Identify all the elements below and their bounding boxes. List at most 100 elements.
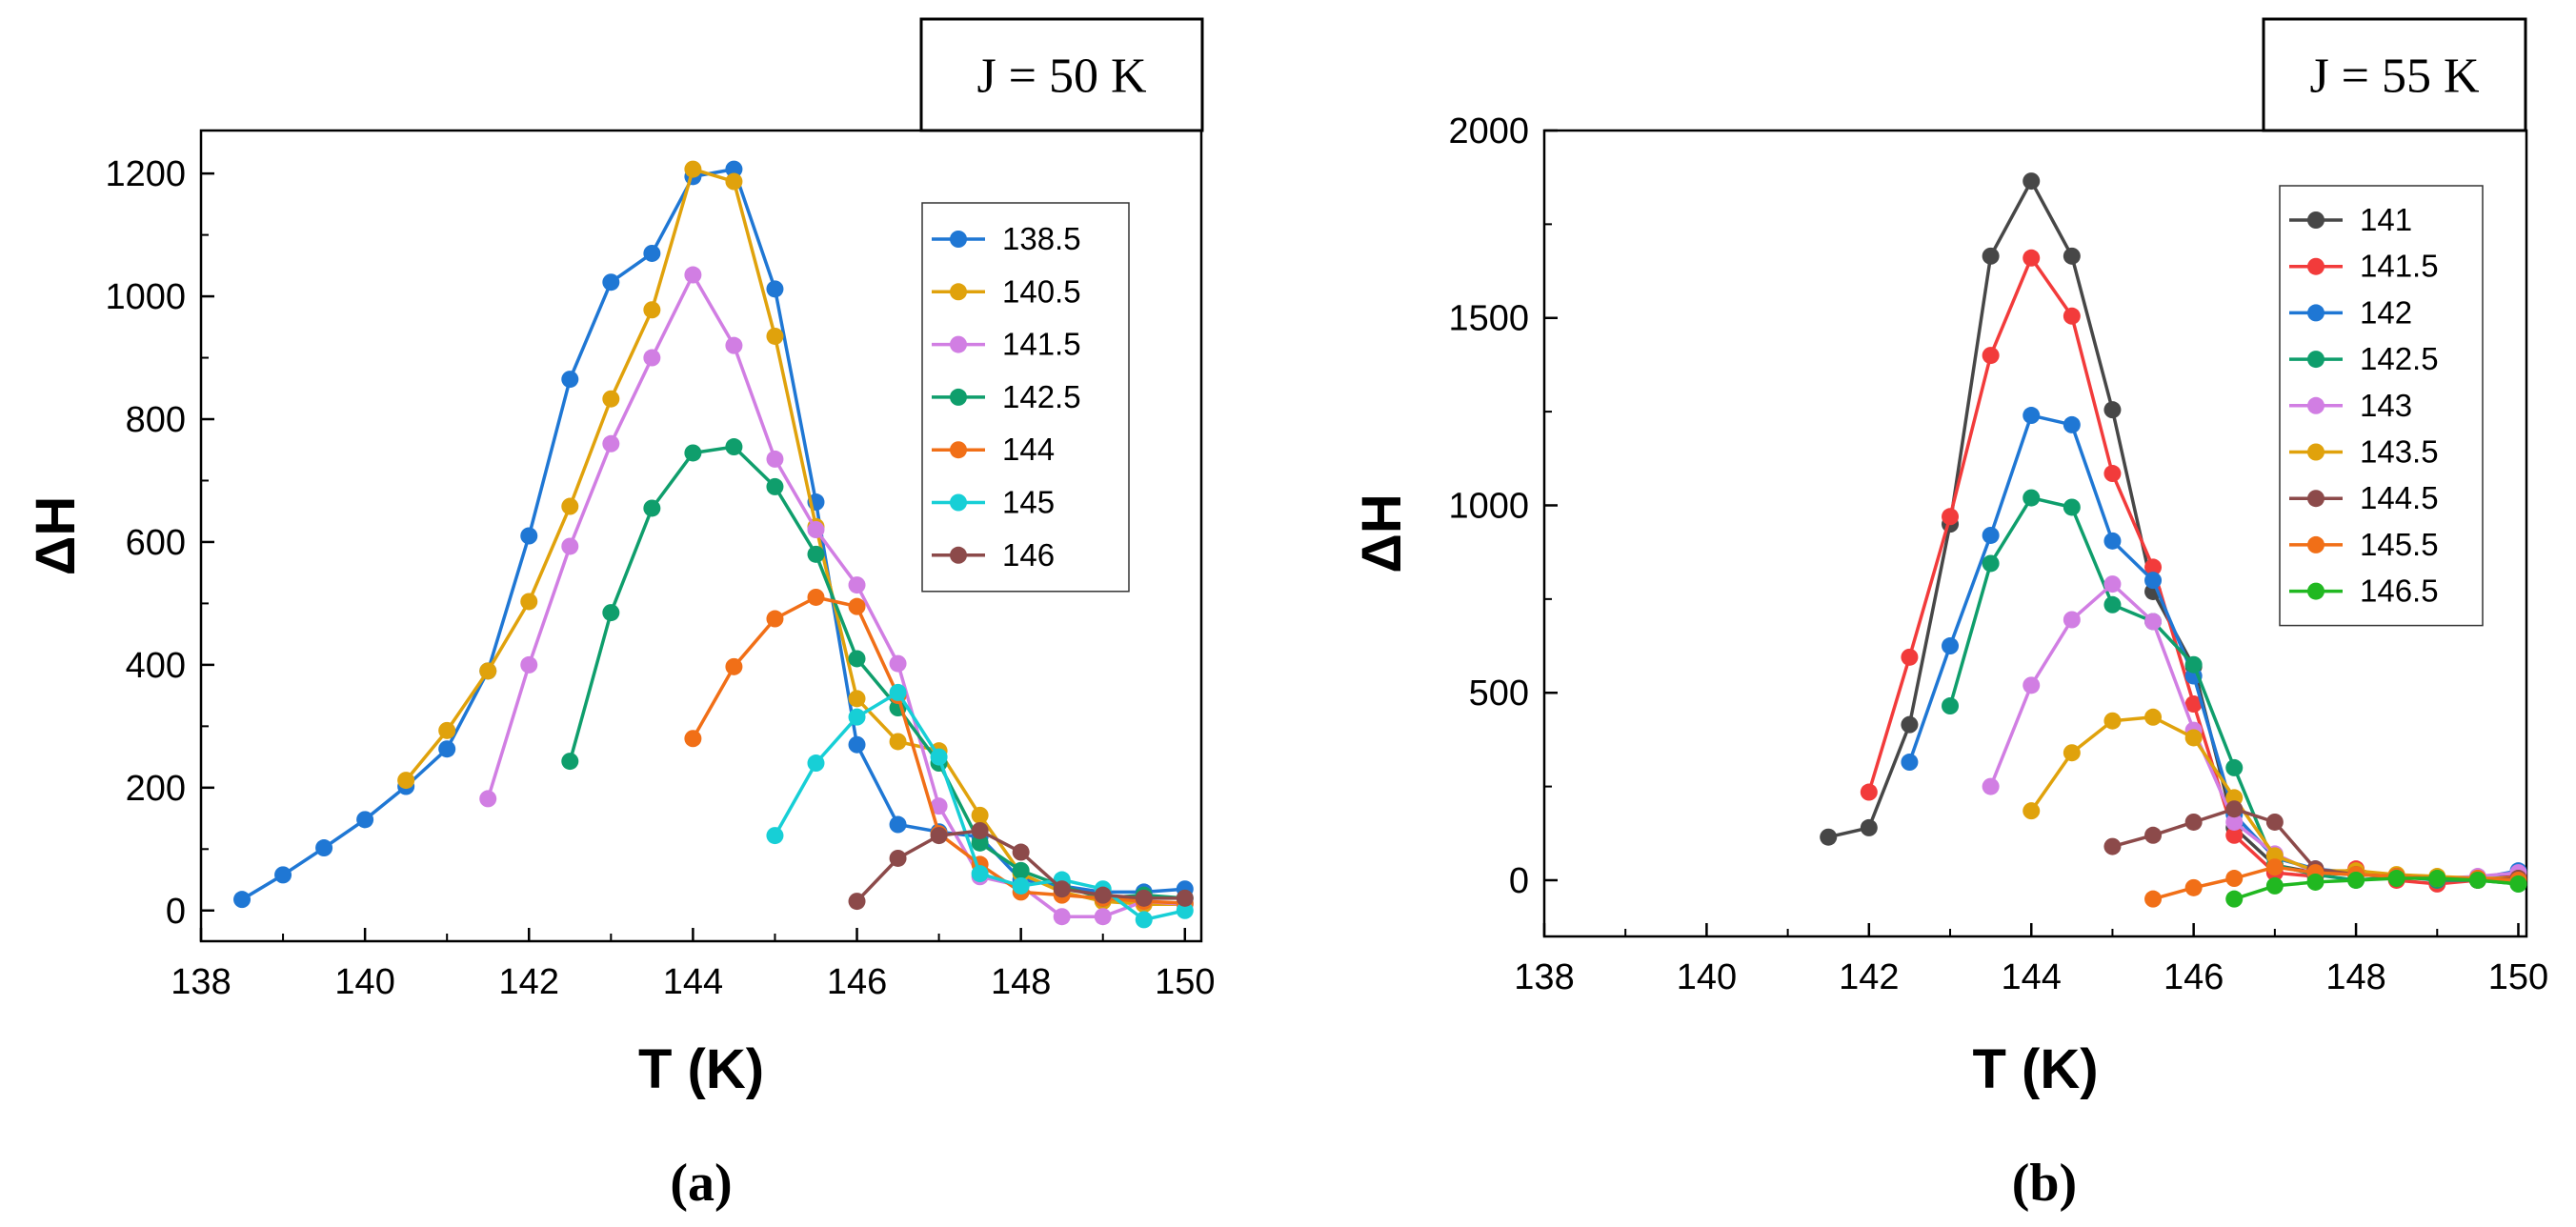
data-point <box>2103 575 2122 593</box>
x-tick-label: 150 <box>1155 962 1215 1002</box>
data-point <box>889 683 907 701</box>
data-point <box>1982 777 2000 795</box>
data-point <box>889 733 907 751</box>
data-point <box>848 576 866 594</box>
data-point <box>1982 247 2000 265</box>
data-point <box>2063 307 2081 325</box>
data-point <box>930 827 948 845</box>
legend-marker <box>2307 257 2324 275</box>
x-tick-label: 142 <box>499 962 559 1002</box>
legend-marker <box>2307 211 2324 229</box>
y-tick-label: 1000 <box>105 277 186 317</box>
x-tick-label: 138 <box>171 962 231 1002</box>
data-point <box>889 654 907 673</box>
legend-item: 141 <box>2289 202 2412 237</box>
data-point <box>2265 813 2284 831</box>
data-point <box>2144 558 2163 576</box>
legend-label: 145 <box>1002 485 1055 520</box>
data-point <box>848 597 866 615</box>
data-point <box>1942 697 1960 715</box>
data-point <box>684 444 702 462</box>
data-point <box>561 497 579 515</box>
data-point <box>2184 729 2203 747</box>
data-point <box>2103 712 2122 730</box>
data-point <box>479 790 497 808</box>
x-tick-label: 148 <box>991 962 1051 1002</box>
data-point <box>1012 843 1030 861</box>
legend-marker <box>950 493 967 512</box>
data-point <box>971 821 989 839</box>
data-point <box>1982 347 2000 365</box>
plot-frame <box>1542 129 2528 938</box>
data-point <box>520 655 538 674</box>
data-point <box>2184 878 2203 896</box>
data-point <box>643 499 661 517</box>
data-point <box>1901 648 1919 666</box>
data-point <box>1094 886 1112 904</box>
y-tick-label: 1500 <box>1448 299 1529 339</box>
title-box <box>2262 17 2527 132</box>
legend-item: 141.5 <box>2289 249 2439 284</box>
legend-item: 142.5 <box>2289 341 2439 376</box>
legend-marker <box>2307 535 2324 553</box>
data-point <box>602 390 620 408</box>
data-point <box>848 650 866 668</box>
legend-label: 144.5 <box>2360 480 2439 515</box>
y-axis-title: ΔH <box>25 496 87 576</box>
legend-marker <box>950 546 967 564</box>
data-point <box>602 273 620 292</box>
data-point <box>807 754 825 773</box>
chart-title: J = 50 K <box>976 50 1147 104</box>
legend-label: 144 <box>1002 432 1055 467</box>
legend-item: 144 <box>932 432 1055 467</box>
data-point <box>2387 870 2405 888</box>
data-point <box>930 797 948 815</box>
legend-label: 141 <box>2360 202 2412 237</box>
data-point <box>2103 532 2122 550</box>
y-tick-label: 200 <box>126 769 186 809</box>
legend-marker <box>2307 582 2324 600</box>
y-tick-label: 500 <box>1469 674 1529 714</box>
panel-label: (a) <box>670 1154 732 1213</box>
series-145.5 <box>2144 858 2527 908</box>
legend-label: 142 <box>2360 294 2412 330</box>
data-point <box>2063 498 2081 516</box>
data-point <box>971 806 989 824</box>
legend-item: 145.5 <box>2289 527 2439 562</box>
data-point <box>2265 858 2284 876</box>
x-axis-title: T (K) <box>638 1038 764 1100</box>
data-point <box>520 593 538 611</box>
data-point <box>1820 828 1838 846</box>
legend-item: 140.5 <box>932 273 1081 309</box>
data-point <box>2184 655 2203 674</box>
data-point <box>2144 708 2163 726</box>
data-point <box>2225 870 2244 888</box>
data-point <box>356 811 374 829</box>
legend-label: 141.5 <box>1002 327 1081 362</box>
legend-item: 145 <box>932 485 1055 520</box>
legend-marker <box>2307 304 2324 322</box>
data-point <box>1901 754 1919 772</box>
data-point <box>2428 870 2446 888</box>
data-point <box>766 827 784 845</box>
data-point <box>2103 837 2122 855</box>
legend-marker <box>950 388 967 406</box>
data-point <box>520 527 538 545</box>
y-tick-label: 0 <box>1509 861 1529 901</box>
x-tick-label: 144 <box>2002 957 2062 997</box>
data-point <box>807 588 825 606</box>
data-point <box>807 521 825 539</box>
data-point <box>2023 407 2041 425</box>
data-point <box>2144 572 2163 590</box>
title-box <box>919 17 1204 132</box>
data-point <box>1176 889 1194 907</box>
data-point <box>315 839 333 857</box>
legend-label: 145.5 <box>2360 527 2439 562</box>
legend-marker <box>2307 396 2324 414</box>
x-tick-label: 140 <box>1677 957 1737 997</box>
data-point <box>602 604 620 622</box>
data-point <box>438 721 456 739</box>
x-tick-label: 148 <box>2325 957 2385 997</box>
data-point <box>1942 508 1960 526</box>
